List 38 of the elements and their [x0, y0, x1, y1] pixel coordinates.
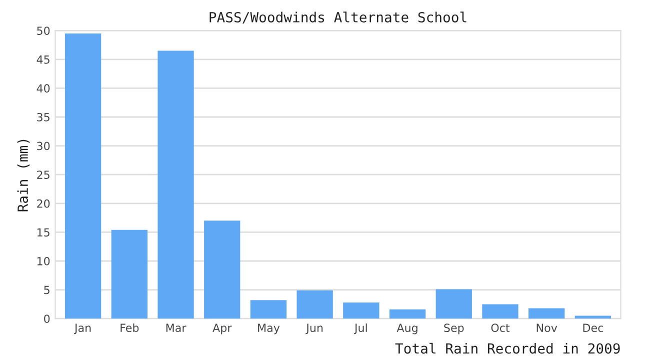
- bar: [436, 289, 472, 319]
- y-tick-label: 35: [37, 112, 50, 122]
- y-tick-label: 40: [36, 84, 50, 93]
- y-axis-title: Rain (mm): [17, 140, 30, 212]
- x-tick-label: May: [258, 324, 280, 334]
- y-tick-label: 10: [37, 256, 50, 266]
- text: Total Rain Recorded in 2009: [395, 342, 620, 354]
- y-tick-label: 5: [44, 286, 50, 294]
- y-tick-label: 30: [37, 142, 50, 150]
- bar: [250, 300, 287, 319]
- x-tick-label: Apr: [212, 324, 232, 334]
- bar: [64, 33, 102, 319]
- bar: [389, 309, 426, 319]
- bar: [574, 316, 612, 319]
- bar: [482, 304, 518, 319]
- x-tick-label: Sep: [444, 324, 464, 334]
- bar: [343, 302, 380, 319]
- chart-title: PASS/Woodwinds Alternate School: [210, 12, 466, 24]
- x-tick-label: Feb: [120, 323, 139, 332]
- x-tick-label: Jul: [354, 323, 367, 334]
- x-tick-label: Mar: [166, 324, 186, 332]
- y-tick-label: 45: [36, 56, 50, 64]
- x-tick-label: Jan: [74, 324, 91, 334]
- x-tick-label: Dec: [583, 324, 603, 332]
- bar: [528, 308, 565, 319]
- y-tick-label: 50: [37, 26, 50, 35]
- y-tick-label: 25: [37, 170, 50, 179]
- x-tick-label: Jun: [306, 324, 323, 334]
- x-tick-label: Aug: [396, 324, 418, 334]
- bar: [204, 220, 240, 319]
- x-tick-label: Nov: [536, 324, 558, 332]
- bar: [111, 230, 148, 319]
- bar: [296, 290, 333, 319]
- x-tick-label: Oct: [491, 324, 510, 332]
- y-tick-label: 0: [44, 314, 50, 323]
- y-tick-label: 20: [37, 199, 50, 208]
- y-tick-label: 15: [37, 228, 50, 237]
- bar: [158, 50, 194, 319]
